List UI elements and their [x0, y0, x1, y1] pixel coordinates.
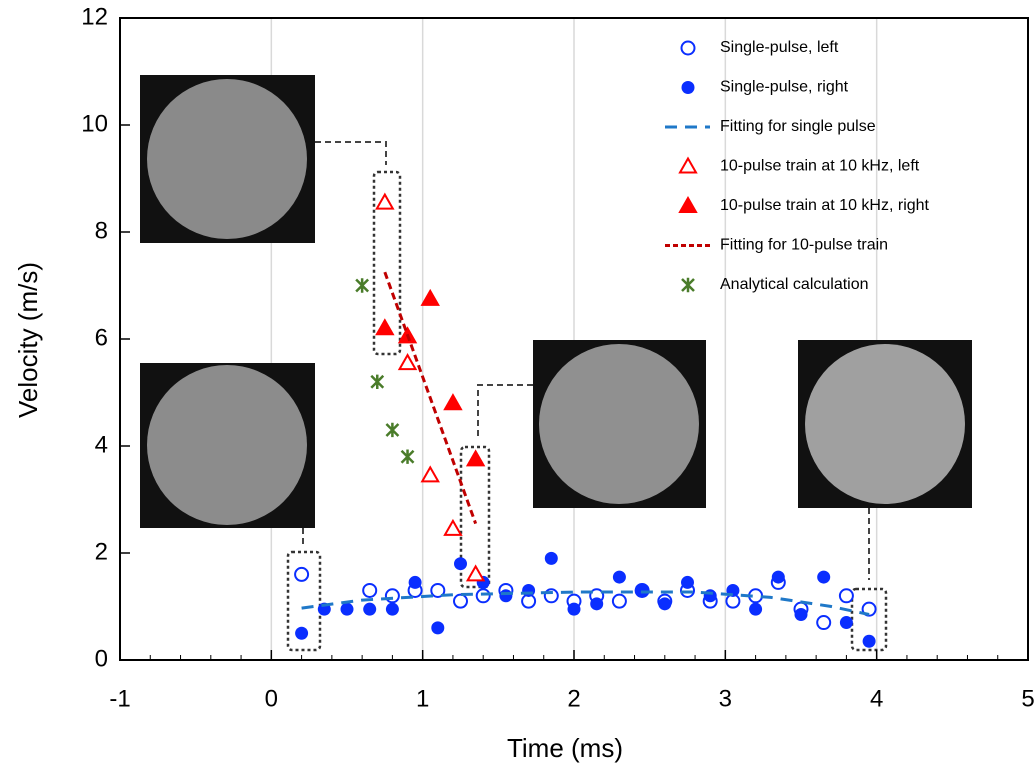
point	[612, 570, 626, 584]
fit-line	[383, 271, 478, 525]
point	[749, 602, 763, 616]
point	[294, 566, 310, 582]
point	[658, 597, 672, 611]
point	[370, 374, 385, 389]
point	[838, 588, 854, 604]
point	[443, 393, 463, 411]
arrow	[315, 141, 387, 165]
point	[862, 634, 876, 648]
highlight-box	[286, 550, 322, 652]
x-tick-label: 4	[870, 685, 883, 712]
x-tick-label: 1	[416, 685, 429, 712]
x-tick-label: 0	[265, 685, 278, 712]
point	[355, 278, 370, 293]
legend-swatch	[681, 81, 695, 94]
point	[385, 422, 400, 438]
point	[362, 582, 378, 598]
legend-label: Single-pulse, right	[720, 79, 849, 96]
point	[443, 518, 463, 536]
highlight-box	[850, 587, 888, 652]
point	[499, 589, 513, 603]
point	[397, 353, 418, 371]
y-tick-label: 10	[81, 110, 108, 137]
photo-disc	[147, 365, 307, 525]
photos	[140, 75, 972, 528]
point	[544, 551, 558, 565]
point	[408, 575, 422, 589]
point	[430, 582, 446, 598]
point	[817, 570, 831, 584]
point	[453, 593, 468, 609]
point	[522, 583, 536, 597]
point	[384, 588, 400, 604]
legend-label: Single-pulse, left	[720, 39, 839, 56]
point	[465, 564, 486, 582]
point	[363, 602, 377, 616]
point	[375, 318, 395, 336]
point	[340, 602, 354, 616]
legend-swatch	[678, 156, 698, 174]
legend-label: Analytical calculation	[720, 276, 869, 293]
x-tick-label: 2	[567, 685, 580, 712]
point	[475, 588, 491, 604]
legend-swatch	[681, 277, 695, 293]
arrow	[477, 384, 533, 440]
point	[590, 597, 604, 611]
y-tick-label: 4	[95, 431, 108, 458]
point	[295, 626, 309, 640]
point	[465, 449, 486, 467]
highlight-box	[459, 445, 491, 589]
y-tick-label: 8	[95, 217, 108, 244]
plot-frame	[119, 17, 1029, 661]
point	[681, 575, 694, 589]
point	[431, 621, 445, 635]
point	[454, 557, 467, 571]
photo-disc	[147, 79, 307, 239]
y-tick-label: 12	[81, 3, 108, 30]
point	[635, 583, 649, 597]
point	[375, 192, 395, 210]
point	[400, 449, 415, 464]
point	[420, 288, 440, 306]
point	[703, 589, 717, 603]
y-axis-label: Velocity (m/s)	[13, 262, 43, 418]
point	[794, 608, 808, 622]
arrows	[302, 141, 870, 580]
legend-swatch	[680, 40, 696, 56]
point	[567, 602, 581, 616]
point	[611, 593, 627, 609]
x-tick-label: 3	[719, 685, 732, 712]
y-tick-label: 6	[95, 324, 108, 351]
legend-label: Fitting for 10-pulse train	[720, 237, 888, 254]
legend: Single-pulse, left Single-pulse, right Fit…	[665, 39, 930, 293]
photo-disc	[539, 344, 699, 504]
legend-label: Fitting for single pulse	[720, 118, 876, 135]
x-tick-label: 5	[1021, 685, 1034, 712]
point	[771, 570, 785, 584]
x-tick-label: -1	[109, 685, 130, 712]
legend-swatch	[678, 195, 698, 213]
point	[839, 616, 853, 630]
fit-line	[301, 590, 870, 616]
highlight-boxes	[286, 170, 888, 652]
point	[420, 465, 440, 483]
point	[816, 615, 832, 631]
y-tick-label: 2	[95, 538, 108, 565]
legend-label: 10-pulse train at 10 kHz, right	[720, 197, 930, 214]
highlight-box	[372, 170, 402, 356]
y-tick-label: 0	[95, 645, 108, 672]
point	[385, 602, 399, 616]
photo-disc	[805, 344, 965, 504]
legend-label: 10-pulse train at 10 kHz, left	[720, 158, 920, 175]
x-axis-label: Time (ms)	[507, 733, 623, 763]
